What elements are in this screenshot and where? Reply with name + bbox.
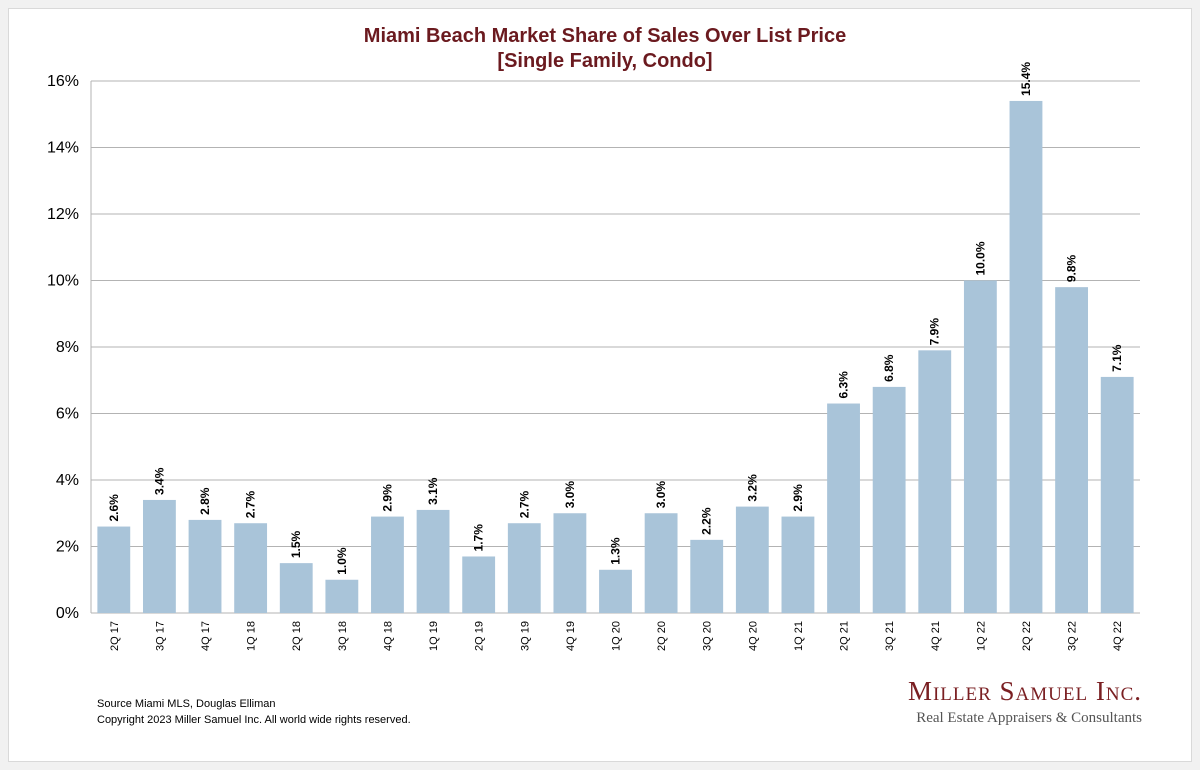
data-label: 2.7% (517, 491, 531, 519)
y-tick-label: 2% (56, 539, 79, 556)
data-label: 2.9% (791, 484, 805, 512)
data-label: 6.3% (837, 371, 851, 399)
data-label: 2.9% (380, 484, 394, 512)
x-tick-label: 4Q 22 (1112, 621, 1124, 651)
bar (690, 539, 724, 613)
x-tick-label: 4Q 20 (747, 621, 759, 651)
data-label: 2.2% (700, 507, 714, 535)
data-label: 7.1% (1110, 344, 1124, 372)
x-tick-label: 1Q 21 (793, 621, 805, 651)
y-tick-label: 0% (56, 605, 79, 622)
bar (416, 509, 450, 613)
data-label: 1.3% (609, 537, 623, 565)
data-label: 3.4% (152, 467, 166, 495)
bar (553, 513, 587, 613)
y-axis-ticks: 0% 2% 4% 6% 8% 10% 12% 14% 16% (47, 73, 79, 622)
data-label: 15.4% (1019, 62, 1033, 96)
bars (97, 100, 1134, 613)
bar (188, 519, 222, 613)
bar (1009, 100, 1043, 613)
copyright-note: Copyright 2023 Miller Samuel Inc. All wo… (97, 714, 411, 726)
data-label: 3.2% (745, 474, 759, 502)
x-tick-label: 3Q 17 (154, 621, 166, 651)
data-label: 1.0% (335, 547, 349, 575)
bar (781, 516, 815, 613)
bar (735, 506, 769, 613)
bar (97, 526, 131, 613)
x-tick-label: 2Q 17 (109, 621, 121, 651)
bar (963, 280, 997, 613)
bar (827, 403, 860, 613)
data-label: 2.6% (107, 494, 121, 522)
x-tick-label: 1Q 22 (975, 621, 987, 651)
data-label: 1.7% (472, 524, 486, 552)
y-tick-label: 8% (56, 339, 79, 356)
x-tick-label: 3Q 18 (337, 621, 349, 651)
company-tagline: Real Estate Appraisers & Consultants (916, 710, 1142, 726)
data-label: 7.9% (928, 318, 942, 346)
x-tick-label: 2Q 22 (1021, 621, 1033, 651)
x-tick-label: 3Q 20 (702, 621, 714, 651)
bar (371, 516, 404, 613)
data-labels: 2.6% 3.4% 2.8% 2.7% 1.5% 1.0% 2.9% 3.1% 1.7% 2.7%… (107, 62, 1124, 575)
bar (507, 523, 541, 613)
x-tick-label: 2Q 18 (291, 621, 303, 651)
bar (644, 513, 678, 613)
y-tick-label: 10% (47, 273, 79, 290)
x-tick-label: 3Q 19 (519, 621, 531, 651)
bar (1055, 287, 1089, 613)
chart-title: Miami Beach Market Share of Sales Over L… (364, 25, 846, 47)
x-tick-label: 1Q 20 (611, 621, 623, 651)
bar (872, 386, 906, 613)
data-label: 3.1% (426, 477, 440, 505)
x-axis-ticks: 2Q 17 3Q 17 4Q 17 1Q 18 2Q 18 3Q 18 4Q 18 1Q 19… (109, 621, 1124, 651)
data-label: 2.7% (244, 491, 258, 519)
x-tick-label: 2Q 21 (839, 621, 851, 651)
x-tick-label: 3Q 21 (884, 621, 896, 651)
bar (234, 523, 268, 613)
x-tick-label: 4Q 19 (565, 621, 577, 651)
y-tick-label: 14% (47, 140, 79, 157)
data-label: 10.0% (973, 241, 987, 275)
chart-subtitle: [Single Family, Condo] (497, 50, 712, 72)
data-label: 9.8% (1065, 254, 1079, 282)
bar (142, 499, 176, 613)
x-tick-label: 4Q 17 (200, 621, 212, 651)
data-label: 3.0% (563, 481, 577, 509)
bar (325, 579, 359, 613)
x-tick-label: 2Q 19 (474, 621, 486, 651)
company-logo: Miller Samuel Inc. (907, 676, 1142, 706)
bar (279, 563, 313, 613)
y-tick-label: 6% (56, 406, 79, 423)
x-tick-label: 1Q 18 (246, 621, 258, 651)
bar (599, 569, 632, 613)
bar (462, 556, 496, 613)
data-label: 6.8% (882, 354, 896, 382)
bar (918, 350, 952, 613)
y-tick-label: 12% (47, 206, 79, 223)
data-label: 3.0% (654, 481, 668, 509)
y-tick-label: 4% (56, 472, 79, 489)
x-tick-label: 3Q 22 (1067, 621, 1079, 651)
x-tick-label: 4Q 21 (930, 621, 942, 651)
bar (1100, 376, 1134, 613)
y-tick-label: 16% (47, 73, 79, 90)
x-tick-label: 4Q 18 (382, 621, 394, 651)
x-tick-label: 2Q 20 (656, 621, 668, 651)
source-note: Source Miami MLS, Douglas Elliman (97, 698, 276, 710)
x-tick-label: 1Q 19 (428, 621, 440, 651)
data-label: 1.5% (289, 530, 303, 558)
data-label: 2.8% (198, 487, 212, 515)
